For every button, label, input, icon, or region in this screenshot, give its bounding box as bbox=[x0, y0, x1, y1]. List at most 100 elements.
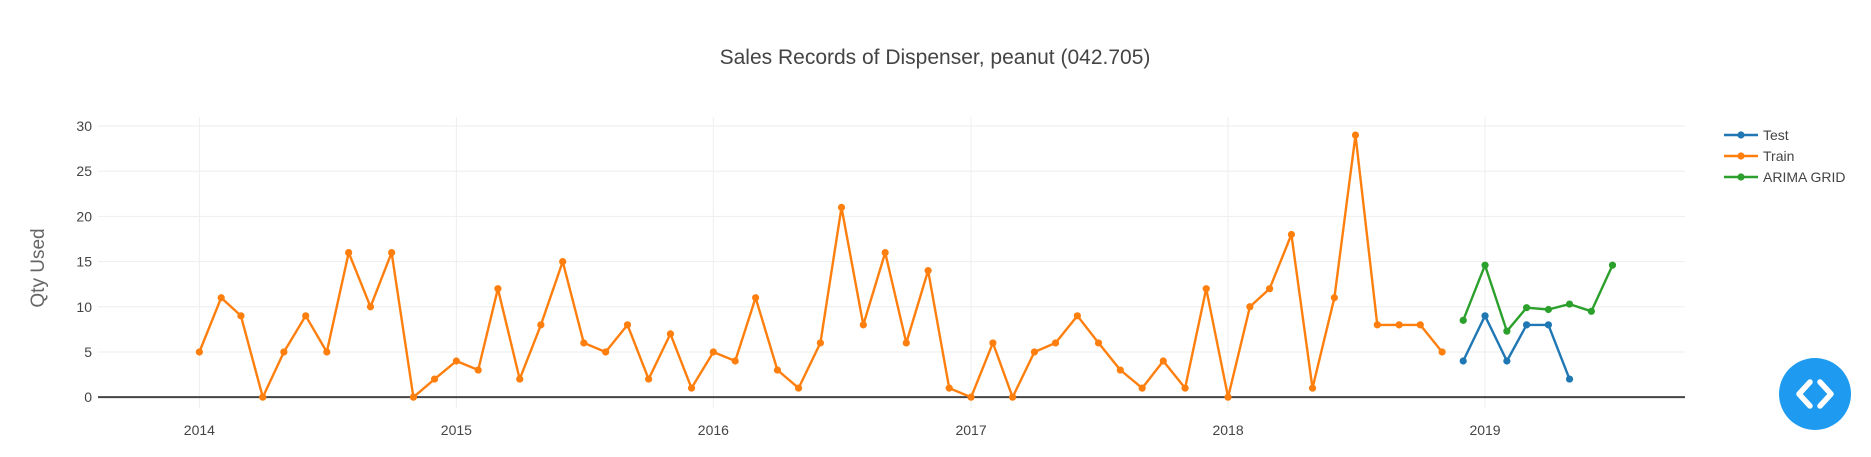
legend-item[interactable]: Test bbox=[1724, 127, 1789, 143]
data-point[interactable] bbox=[602, 348, 610, 356]
data-point[interactable] bbox=[1094, 339, 1103, 347]
data-point[interactable] bbox=[430, 375, 439, 383]
data-point[interactable] bbox=[709, 348, 717, 356]
data-point[interactable] bbox=[516, 375, 524, 383]
data-point[interactable] bbox=[1287, 230, 1296, 239]
y-axis-title: Qty Used bbox=[28, 228, 49, 307]
legend-item[interactable]: Train bbox=[1724, 148, 1794, 164]
data-point[interactable] bbox=[1030, 348, 1039, 356]
data-point[interactable] bbox=[816, 339, 824, 347]
data-point[interactable] bbox=[623, 321, 632, 329]
y-tick-label: 0 bbox=[84, 389, 92, 405]
data-point[interactable] bbox=[1138, 384, 1146, 392]
data-point[interactable] bbox=[280, 348, 288, 356]
code-toggle-button[interactable] bbox=[1779, 358, 1851, 430]
x-tick-label: 2018 bbox=[1212, 422, 1243, 438]
data-point[interactable] bbox=[1459, 316, 1467, 324]
data-point[interactable] bbox=[687, 384, 696, 392]
legend-swatch-marker bbox=[1737, 152, 1745, 160]
data-point[interactable] bbox=[345, 248, 353, 257]
data-point[interactable] bbox=[1522, 304, 1531, 312]
data-point[interactable] bbox=[366, 303, 375, 311]
data-point[interactable] bbox=[1073, 312, 1081, 320]
data-point[interactable] bbox=[1438, 348, 1446, 356]
series-line bbox=[1462, 264, 1614, 333]
data-point[interactable] bbox=[1481, 312, 1489, 320]
data-point[interactable] bbox=[1416, 321, 1424, 329]
data-point[interactable] bbox=[881, 248, 889, 257]
y-tick-label: 5 bbox=[84, 344, 92, 360]
data-point[interactable] bbox=[580, 339, 588, 347]
data-point[interactable] bbox=[474, 366, 482, 374]
data-point[interactable] bbox=[644, 375, 653, 383]
data-point[interactable] bbox=[945, 384, 953, 392]
series-train bbox=[195, 131, 1446, 401]
data-point[interactable] bbox=[1351, 131, 1360, 139]
data-point[interactable] bbox=[1265, 285, 1274, 293]
data-point[interactable] bbox=[1051, 339, 1060, 347]
data-point[interactable] bbox=[1459, 357, 1467, 365]
data-point[interactable] bbox=[259, 393, 267, 401]
data-point[interactable] bbox=[859, 321, 867, 329]
data-point[interactable] bbox=[666, 330, 675, 338]
data-point[interactable] bbox=[237, 312, 245, 320]
data-point[interactable] bbox=[1246, 303, 1254, 311]
data-point[interactable] bbox=[989, 339, 997, 347]
data-point[interactable] bbox=[1181, 384, 1189, 392]
legend-label: Train bbox=[1763, 148, 1794, 164]
data-point[interactable] bbox=[752, 294, 760, 302]
series-test bbox=[1459, 312, 1574, 383]
data-point[interactable] bbox=[217, 294, 225, 302]
data-point[interactable] bbox=[1544, 305, 1553, 314]
data-point[interactable] bbox=[1202, 285, 1210, 293]
data-point[interactable] bbox=[409, 393, 418, 401]
data-point[interactable] bbox=[924, 267, 932, 275]
legend[interactable]: Test Train ARIMA GRID bbox=[1724, 127, 1845, 185]
data-point[interactable] bbox=[1608, 261, 1617, 269]
data-point[interactable] bbox=[1481, 261, 1489, 269]
data-point[interactable] bbox=[1503, 357, 1511, 365]
data-point[interactable] bbox=[837, 203, 846, 211]
x-tick-label: 2019 bbox=[1469, 422, 1500, 438]
data-point[interactable] bbox=[302, 312, 310, 320]
x-tick-label: 2017 bbox=[955, 422, 986, 438]
series-line bbox=[1462, 314, 1571, 380]
data-point[interactable] bbox=[537, 321, 545, 329]
data-point[interactable] bbox=[323, 348, 331, 356]
data-point[interactable] bbox=[731, 357, 739, 365]
data-point[interactable] bbox=[967, 393, 975, 401]
data-point[interactable] bbox=[1565, 300, 1574, 308]
series-layer bbox=[195, 131, 1617, 401]
data-point[interactable] bbox=[559, 257, 567, 266]
data-point[interactable] bbox=[1587, 307, 1595, 315]
grid-lines bbox=[98, 117, 1685, 408]
data-point[interactable] bbox=[1544, 321, 1553, 329]
data-point[interactable] bbox=[1308, 384, 1317, 392]
data-point[interactable] bbox=[1330, 294, 1338, 302]
data-point[interactable] bbox=[1395, 321, 1403, 329]
y-tick-label: 30 bbox=[76, 118, 92, 134]
data-point[interactable] bbox=[773, 366, 782, 374]
data-point[interactable] bbox=[794, 384, 803, 392]
data-point[interactable] bbox=[902, 339, 910, 347]
series-line bbox=[198, 133, 1444, 399]
legend-item[interactable]: ARIMA GRID bbox=[1724, 169, 1845, 185]
data-point[interactable] bbox=[1522, 321, 1531, 329]
data-point[interactable] bbox=[1565, 375, 1574, 383]
data-point[interactable] bbox=[1159, 357, 1167, 365]
y-tick-label: 25 bbox=[76, 163, 92, 179]
data-point[interactable] bbox=[1116, 366, 1124, 374]
data-point[interactable] bbox=[195, 348, 203, 356]
legend-swatch-marker bbox=[1737, 131, 1745, 139]
data-point[interactable] bbox=[494, 285, 502, 293]
data-point[interactable] bbox=[388, 248, 396, 257]
legend-label: ARIMA GRID bbox=[1763, 169, 1845, 185]
data-point[interactable] bbox=[1009, 393, 1017, 401]
data-point[interactable] bbox=[1373, 321, 1381, 329]
x-tick-label: 2014 bbox=[184, 422, 215, 438]
data-point[interactable] bbox=[1224, 393, 1232, 401]
data-point[interactable] bbox=[1503, 327, 1511, 335]
data-point[interactable] bbox=[452, 357, 460, 365]
chart-title: Sales Records of Dispenser, peanut (042.… bbox=[720, 46, 1151, 69]
